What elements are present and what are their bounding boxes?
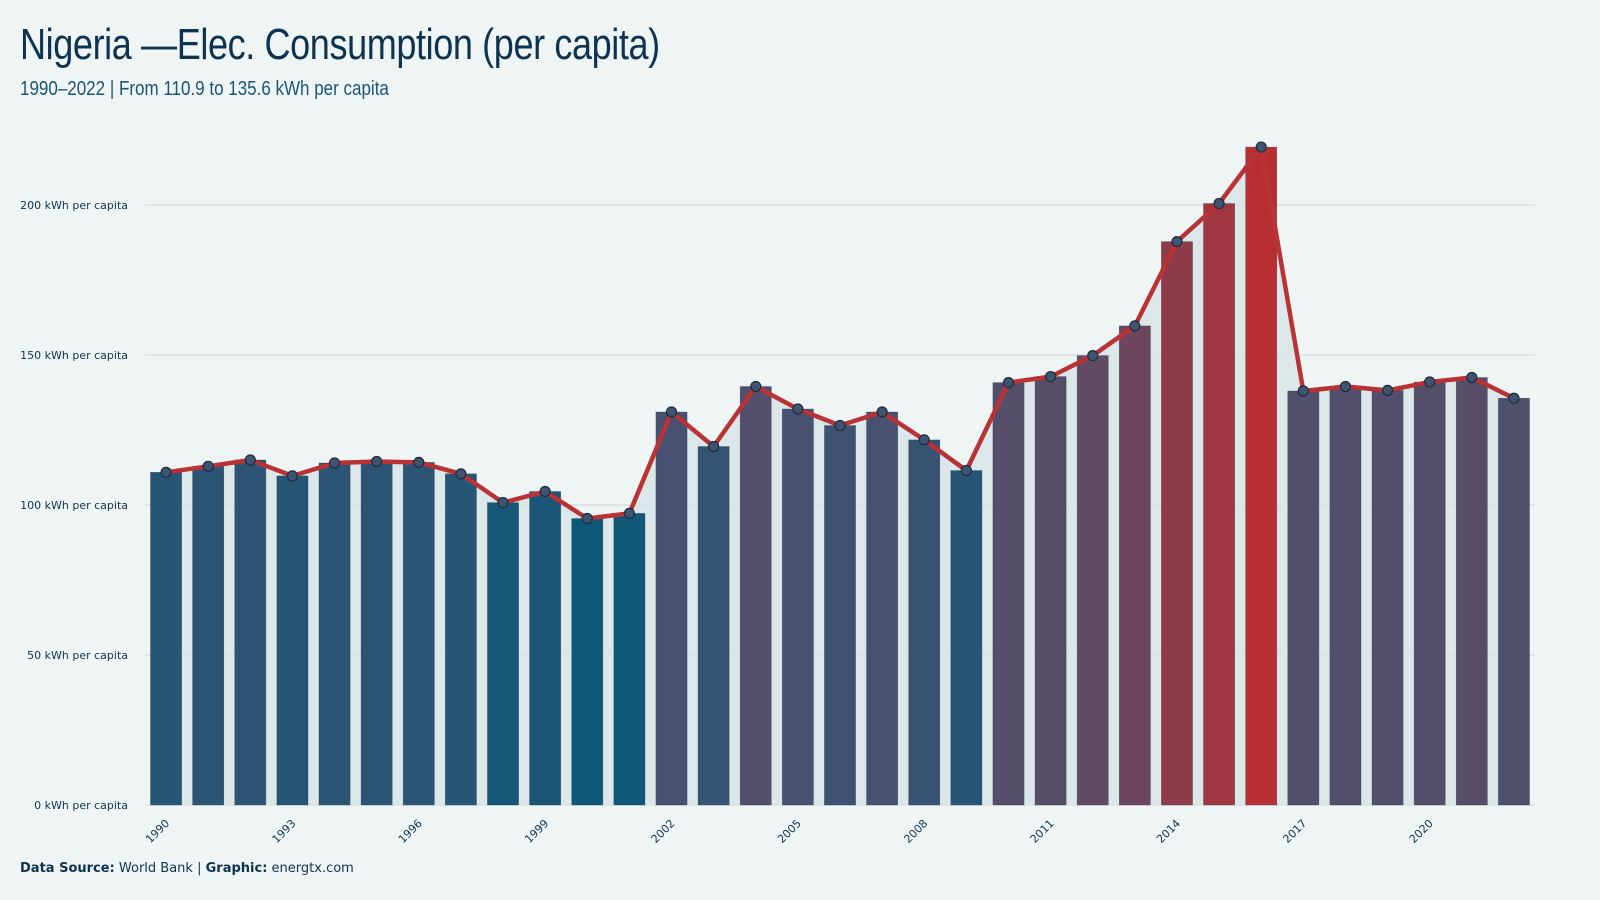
point-2016 <box>1255 141 1267 153</box>
x-tick-label: 2011 <box>1028 817 1057 846</box>
bar-2003 <box>697 446 730 806</box>
source-value: World Bank <box>118 861 193 876</box>
bar-2013 <box>1118 325 1151 806</box>
point-2019 <box>1381 384 1394 396</box>
point-1994 <box>328 457 341 469</box>
bar-2020 <box>1413 381 1446 806</box>
x-tick-label: 2014 <box>1154 817 1183 846</box>
point-2007 <box>876 406 888 418</box>
bar-2005 <box>781 408 814 806</box>
bar-2001 <box>613 513 646 806</box>
bar-1993 <box>276 475 309 806</box>
point-2011 <box>1045 371 1057 383</box>
x-tick-label: 2017 <box>1280 817 1309 846</box>
point-2000 <box>581 512 593 525</box>
bar-1999 <box>529 491 562 806</box>
point-2017 <box>1297 385 1309 397</box>
point-2002 <box>665 406 678 418</box>
point-1992 <box>244 454 256 466</box>
point-1991 <box>202 460 214 472</box>
chart-subtitle: 1990–2022 | From 110.9 to 135.6 kWh per … <box>20 78 389 100</box>
bar-2004 <box>739 386 772 806</box>
bar-1995 <box>360 461 393 806</box>
y-axis: 0 kWh per capita 50 kWh per capita 100 kWh… <box>20 199 128 812</box>
point-2020 <box>1424 376 1436 388</box>
x-tick-label: 2005 <box>775 817 804 846</box>
footer-separator: | <box>197 861 202 876</box>
point-2013 <box>1129 320 1141 332</box>
bar-2015 <box>1203 203 1235 806</box>
y-tick-label: 100 kWh per capita <box>20 499 128 512</box>
bar-2022 <box>1498 397 1530 806</box>
point-1990 <box>160 466 172 478</box>
x-tick-label: 2008 <box>901 817 930 846</box>
bar-2014 <box>1161 241 1193 806</box>
x-tick-label: 2020 <box>1407 817 1436 846</box>
point-2014 <box>1171 236 1183 248</box>
bar-2018 <box>1329 386 1362 806</box>
x-axis: 1990 1993 1996 1999 2002 2005 2008 2011 2014 2017… <box>143 817 1436 846</box>
point-2008 <box>918 434 930 446</box>
y-tick-label: 0 kWh per capita <box>34 799 128 812</box>
point-1995 <box>371 455 383 468</box>
bar-2016 <box>1245 146 1278 806</box>
x-tick-label: 1996 <box>396 817 425 846</box>
y-tick-label: 150 kWh per capita <box>20 349 128 362</box>
x-tick-label: 1990 <box>143 817 172 846</box>
x-tick-label: 2002 <box>649 817 678 846</box>
bar-1996 <box>402 462 435 806</box>
bar-1991 <box>192 465 225 806</box>
bar-2008 <box>908 439 941 806</box>
point-1999 <box>539 485 551 498</box>
graphic-label: Graphic: <box>205 861 268 876</box>
x-tick-label: 1999 <box>522 817 551 846</box>
bar-1998 <box>487 502 519 806</box>
bar-layer <box>150 146 1530 806</box>
point-2022 <box>1508 392 1520 404</box>
point-2018 <box>1339 380 1352 393</box>
point-2001 <box>623 507 635 520</box>
bar-1990 <box>150 471 182 806</box>
chart-title: Nigeria —Elec. Consumption (per capita) <box>20 20 660 69</box>
point-2012 <box>1087 350 1099 362</box>
bar-2021 <box>1455 377 1488 806</box>
bar-2010 <box>992 382 1025 806</box>
y-tick-label: 200 kWh per capita <box>20 199 128 212</box>
bar-2006 <box>824 425 856 806</box>
point-1993 <box>286 470 299 482</box>
point-2006 <box>834 419 846 432</box>
bar-2007 <box>866 411 899 806</box>
bar-2009 <box>950 470 983 806</box>
bar-2017 <box>1287 390 1320 806</box>
point-1997 <box>455 468 467 480</box>
bar-1997 <box>445 473 477 806</box>
source-label: Data Source: <box>20 861 115 876</box>
bar-2019 <box>1371 390 1404 806</box>
graphic-value: energtx.com <box>271 861 354 876</box>
point-2021 <box>1466 371 1478 384</box>
bar-2000 <box>571 518 604 806</box>
footer-credits: Data Source: World Bank | Graphic: energ… <box>20 861 354 876</box>
bar-1994 <box>318 462 351 806</box>
point-1996 <box>413 456 425 468</box>
y-tick-label: 50 kWh per capita <box>27 649 128 662</box>
bar-1992 <box>234 459 267 806</box>
bar-2002 <box>655 411 688 806</box>
bar-2011 <box>1034 376 1067 806</box>
point-2003 <box>708 440 720 453</box>
point-2009 <box>960 464 972 477</box>
bar-2012 <box>1076 355 1109 806</box>
point-2004 <box>750 380 762 393</box>
point-2015 <box>1213 197 1225 210</box>
point-1998 <box>497 497 509 509</box>
point-layer <box>160 141 1520 525</box>
point-2005 <box>792 403 804 415</box>
point-2010 <box>1002 377 1015 389</box>
x-tick-label: 1993 <box>270 817 299 846</box>
